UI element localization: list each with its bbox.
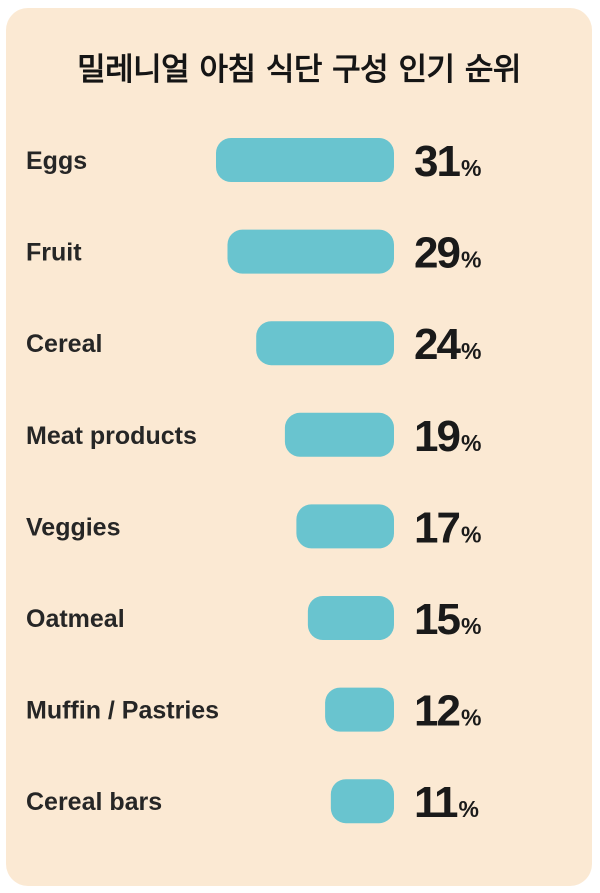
bar <box>256 321 394 366</box>
bar <box>284 412 394 457</box>
bar <box>296 504 394 549</box>
category-label: Oatmeal <box>26 605 125 633</box>
bar-row: Meat products 19% <box>26 412 481 461</box>
value-label: 15% <box>414 595 481 644</box>
value-label: 31% <box>414 137 481 186</box>
bar <box>330 779 394 824</box>
bar-row: Muffin / Pastries 12% <box>26 687 481 736</box>
category-label: Veggies <box>26 513 121 541</box>
category-label: Meat products <box>26 422 197 450</box>
bar <box>216 138 394 182</box>
bar <box>307 596 394 640</box>
value-label: 19% <box>414 412 481 461</box>
bar-row: Oatmeal 15% <box>26 595 481 644</box>
chart-title: 밀레니얼 아침 식단 구성 인기 순위 <box>77 52 521 88</box>
bar <box>227 229 394 274</box>
category-label: Cereal bars <box>26 788 162 816</box>
value-label: 24% <box>414 320 481 369</box>
category-label: Fruit <box>26 239 82 267</box>
bar-row: Cereal 24% <box>26 320 481 369</box>
bar-row: Eggs 31% <box>26 137 481 186</box>
value-label: 11% <box>414 778 479 827</box>
chart-card: 밀레니얼 아침 식단 구성 인기 순위 Eggs 31% Fruit 29% Cerea… <box>6 8 592 886</box>
bar-chart: Eggs 31% Fruit 29% Cereal 24% Meat products 19%… <box>26 137 481 827</box>
value-label: 17% <box>414 503 481 552</box>
bar-row: Veggies 17% <box>26 503 481 552</box>
bar <box>325 687 394 732</box>
category-label: Cereal <box>26 330 102 358</box>
bar-row: Fruit 29% <box>26 229 481 278</box>
category-label: Eggs <box>26 147 87 175</box>
value-label: 29% <box>414 229 481 278</box>
category-label: Muffin / Pastries <box>26 697 219 725</box>
value-label: 12% <box>414 687 481 736</box>
bar-row: Cereal bars 11% <box>26 778 479 827</box>
